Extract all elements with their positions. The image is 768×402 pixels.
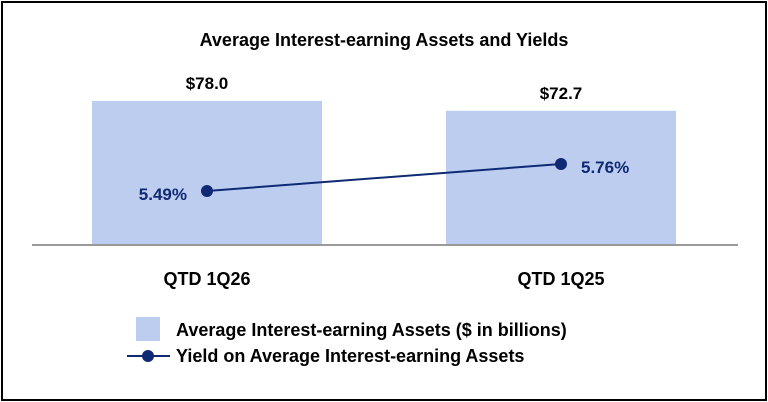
- yield-series-line: [206, 163, 562, 192]
- bar-1: [92, 101, 322, 245]
- chart-title: Average Interest-earning Assets and Yiel…: [200, 30, 569, 50]
- bar-value-label-1: $78.0: [186, 74, 229, 93]
- category-labels: QTD 1Q26 QTD 1Q25: [163, 269, 604, 289]
- legend: Average Interest-earning Assets ($ in bi…: [127, 317, 567, 366]
- legend-line-label: Yield on Average Interest-earning Assets: [176, 346, 524, 366]
- category-label-2: QTD 1Q25: [517, 269, 604, 289]
- legend-bar-label: Average Interest-earning Assets ($ in bi…: [176, 320, 567, 340]
- bar-value-label-2: $72.7: [540, 84, 583, 103]
- legend-line-marker: [142, 350, 154, 362]
- yield-line-layer: 5.49% 5.76%: [139, 158, 629, 204]
- legend-bar-swatch: [136, 317, 160, 341]
- bar-2: [446, 110, 676, 246]
- category-label-1: QTD 1Q26: [163, 269, 250, 289]
- bars-layer: $78.0 $72.7: [92, 74, 676, 246]
- yield-value-label-1: 5.49%: [139, 185, 187, 204]
- yield-value-label-2: 5.76%: [581, 158, 629, 177]
- yield-point-2: [555, 158, 567, 170]
- yield-point-1: [201, 185, 213, 197]
